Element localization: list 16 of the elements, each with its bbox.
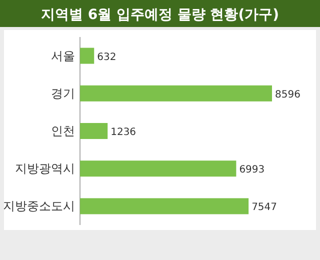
y-tick-label: 인천 (51, 124, 75, 138)
y-tick-label: 지방중소도시 (3, 199, 75, 214)
bar (80, 160, 236, 177)
y-tick-label: 서울 (51, 48, 75, 63)
bar (80, 48, 94, 64)
bar (80, 198, 249, 214)
data-label: 6993 (239, 164, 265, 176)
y-tick-label: 경기 (51, 86, 75, 100)
chart-title: 지역별 6월 입주예정 물량 현황(가구) (40, 7, 280, 23)
bar (80, 85, 272, 102)
data-label: 8596 (275, 89, 300, 100)
data-label: 632 (97, 52, 116, 63)
data-label: 7547 (252, 202, 278, 214)
data-label: 1236 (110, 127, 136, 138)
bar (80, 123, 108, 139)
y-tick-label: 지방광역시 (15, 162, 75, 176)
